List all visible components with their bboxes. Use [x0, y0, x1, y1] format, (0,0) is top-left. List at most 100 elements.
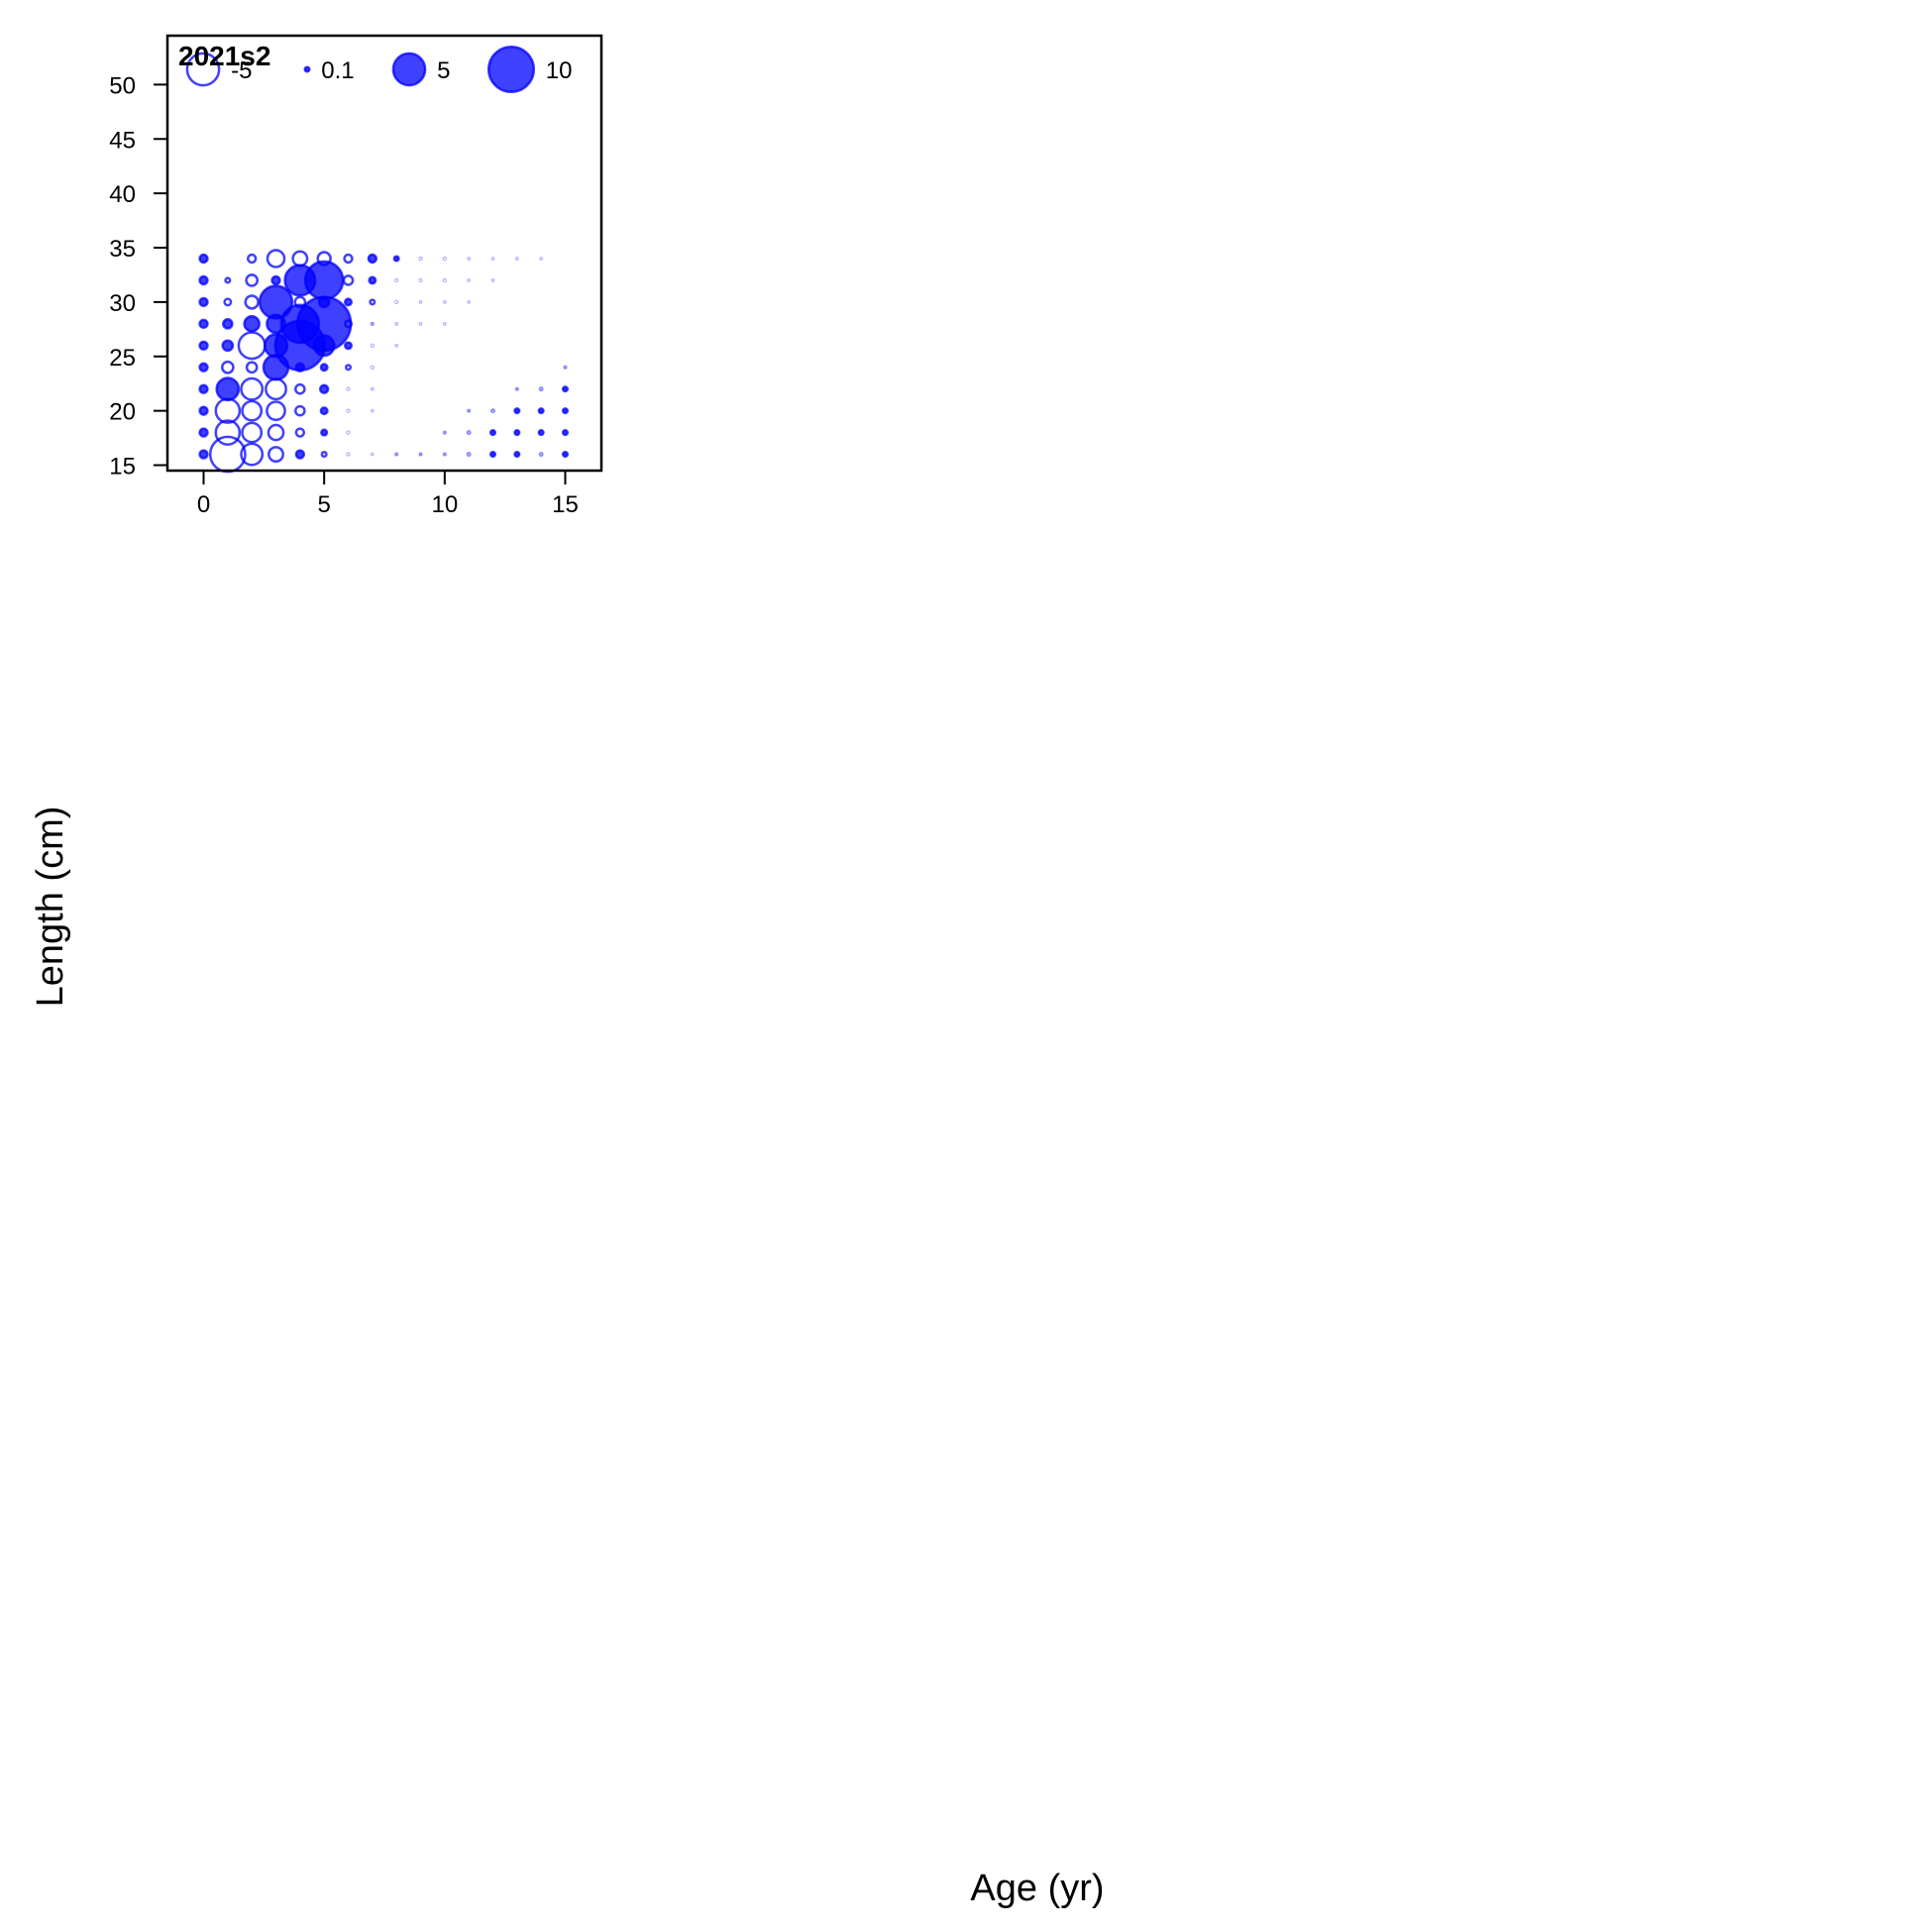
legend-marker: [486, 45, 536, 94]
bubble-point: [467, 278, 471, 282]
bubble-point: [265, 377, 287, 401]
bubble-point: [344, 319, 353, 329]
bubble-point: [392, 255, 400, 263]
bubble-point: [208, 435, 247, 474]
bubble-point: [198, 449, 209, 460]
bubble-point: [418, 322, 423, 326]
bubble-point: [270, 274, 281, 286]
bubble-point: [240, 442, 265, 467]
bubble-point: [198, 383, 209, 394]
bubble-point: [198, 318, 209, 330]
bubble-point: [198, 340, 209, 351]
bubble-point: [237, 331, 267, 361]
bubble-point: [394, 322, 398, 326]
bubble-point: [561, 385, 570, 393]
y-tick-label: 20: [109, 399, 136, 426]
bubble-point: [443, 322, 447, 326]
bubble-point: [368, 275, 377, 285]
bubble-point: [371, 408, 375, 413]
bubble-point: [489, 408, 496, 414]
bubble-point: [346, 430, 351, 435]
x-tick-label: 0: [197, 491, 210, 518]
legend-marker: [185, 52, 221, 87]
bubble-point: [467, 408, 472, 413]
bubble-point: [561, 451, 570, 459]
bubble-point: [466, 430, 472, 436]
bubble-point: [244, 294, 260, 310]
bubble-point: [466, 452, 472, 458]
bubble-point: [467, 257, 471, 261]
bubble-point: [245, 273, 259, 287]
bubble-point: [370, 365, 375, 370]
bubble-point: [241, 399, 264, 422]
bubble-point: [488, 451, 497, 459]
bubble-point: [222, 318, 234, 330]
bubble-point: [515, 257, 519, 261]
bubble-point: [490, 278, 495, 282]
bubble-point: [214, 419, 242, 446]
legend-label: 0.1: [321, 57, 354, 84]
y-tick-label: 15: [109, 454, 136, 481]
bubble-point: [418, 277, 423, 283]
y-tick-label: 35: [109, 236, 136, 263]
bubble-point: [291, 250, 309, 268]
bubble-point: [443, 300, 447, 304]
legend-marker: [303, 65, 311, 73]
bubble-point: [442, 430, 447, 435]
bubble-point: [266, 400, 286, 421]
bubble-point: [346, 452, 351, 457]
bubble-point: [245, 361, 259, 375]
bubble-point: [394, 299, 399, 304]
bubble-point: [370, 321, 375, 326]
bubble-point: [418, 452, 423, 457]
bubble-point: [346, 386, 351, 391]
bubble-point: [442, 256, 447, 262]
bubble-point: [224, 276, 232, 284]
bubble-point: [344, 297, 353, 307]
bubble-point: [318, 383, 330, 394]
bubble-point: [442, 277, 447, 283]
bubble-point: [539, 257, 543, 261]
y-tick-label: 30: [109, 290, 136, 317]
bubble-point: [418, 300, 423, 304]
bubble-point: [538, 452, 544, 458]
x-tick-label: 15: [552, 491, 579, 518]
bubble-point: [294, 427, 306, 438]
bubble-point: [561, 429, 570, 437]
x-tick-label: 10: [431, 491, 458, 518]
bubble-point: [241, 421, 264, 444]
y-tick-label: 45: [109, 127, 136, 154]
bubble-point: [214, 397, 242, 424]
y-tick-label: 50: [109, 72, 136, 99]
legend-marker: [391, 52, 427, 87]
bubble-point: [343, 253, 354, 265]
bubble-point: [371, 452, 375, 457]
bubble-point: [294, 449, 306, 460]
bubble-point: [418, 256, 423, 262]
bubble-point: [303, 260, 345, 301]
bubble-point: [367, 253, 378, 265]
bubble-point: [513, 407, 521, 415]
bubble-point: [537, 429, 545, 437]
bubble-point: [243, 315, 261, 333]
bubble-point: [198, 253, 209, 265]
bubble-point: [342, 274, 355, 286]
y-tick-label: 25: [109, 345, 136, 372]
bubble-point: [320, 451, 328, 459]
y-axis-label: Length (cm): [30, 806, 71, 1008]
bubble-point: [316, 251, 332, 267]
bubble-point: [258, 284, 294, 320]
bubble-point: [490, 257, 495, 261]
bubble-point: [344, 341, 353, 351]
bubble-point: [394, 277, 399, 283]
bubble-point: [221, 360, 235, 375]
x-axis-label: Age (yr): [970, 1868, 1104, 1909]
bubble-point: [488, 429, 497, 437]
bubble-point: [563, 365, 568, 370]
legend-label: 5: [437, 57, 450, 84]
bubble-points: [198, 249, 570, 474]
bubble-point: [538, 386, 544, 392]
plot-frame: [165, 34, 603, 473]
legend: -5 0.1 5 10: [185, 45, 572, 94]
